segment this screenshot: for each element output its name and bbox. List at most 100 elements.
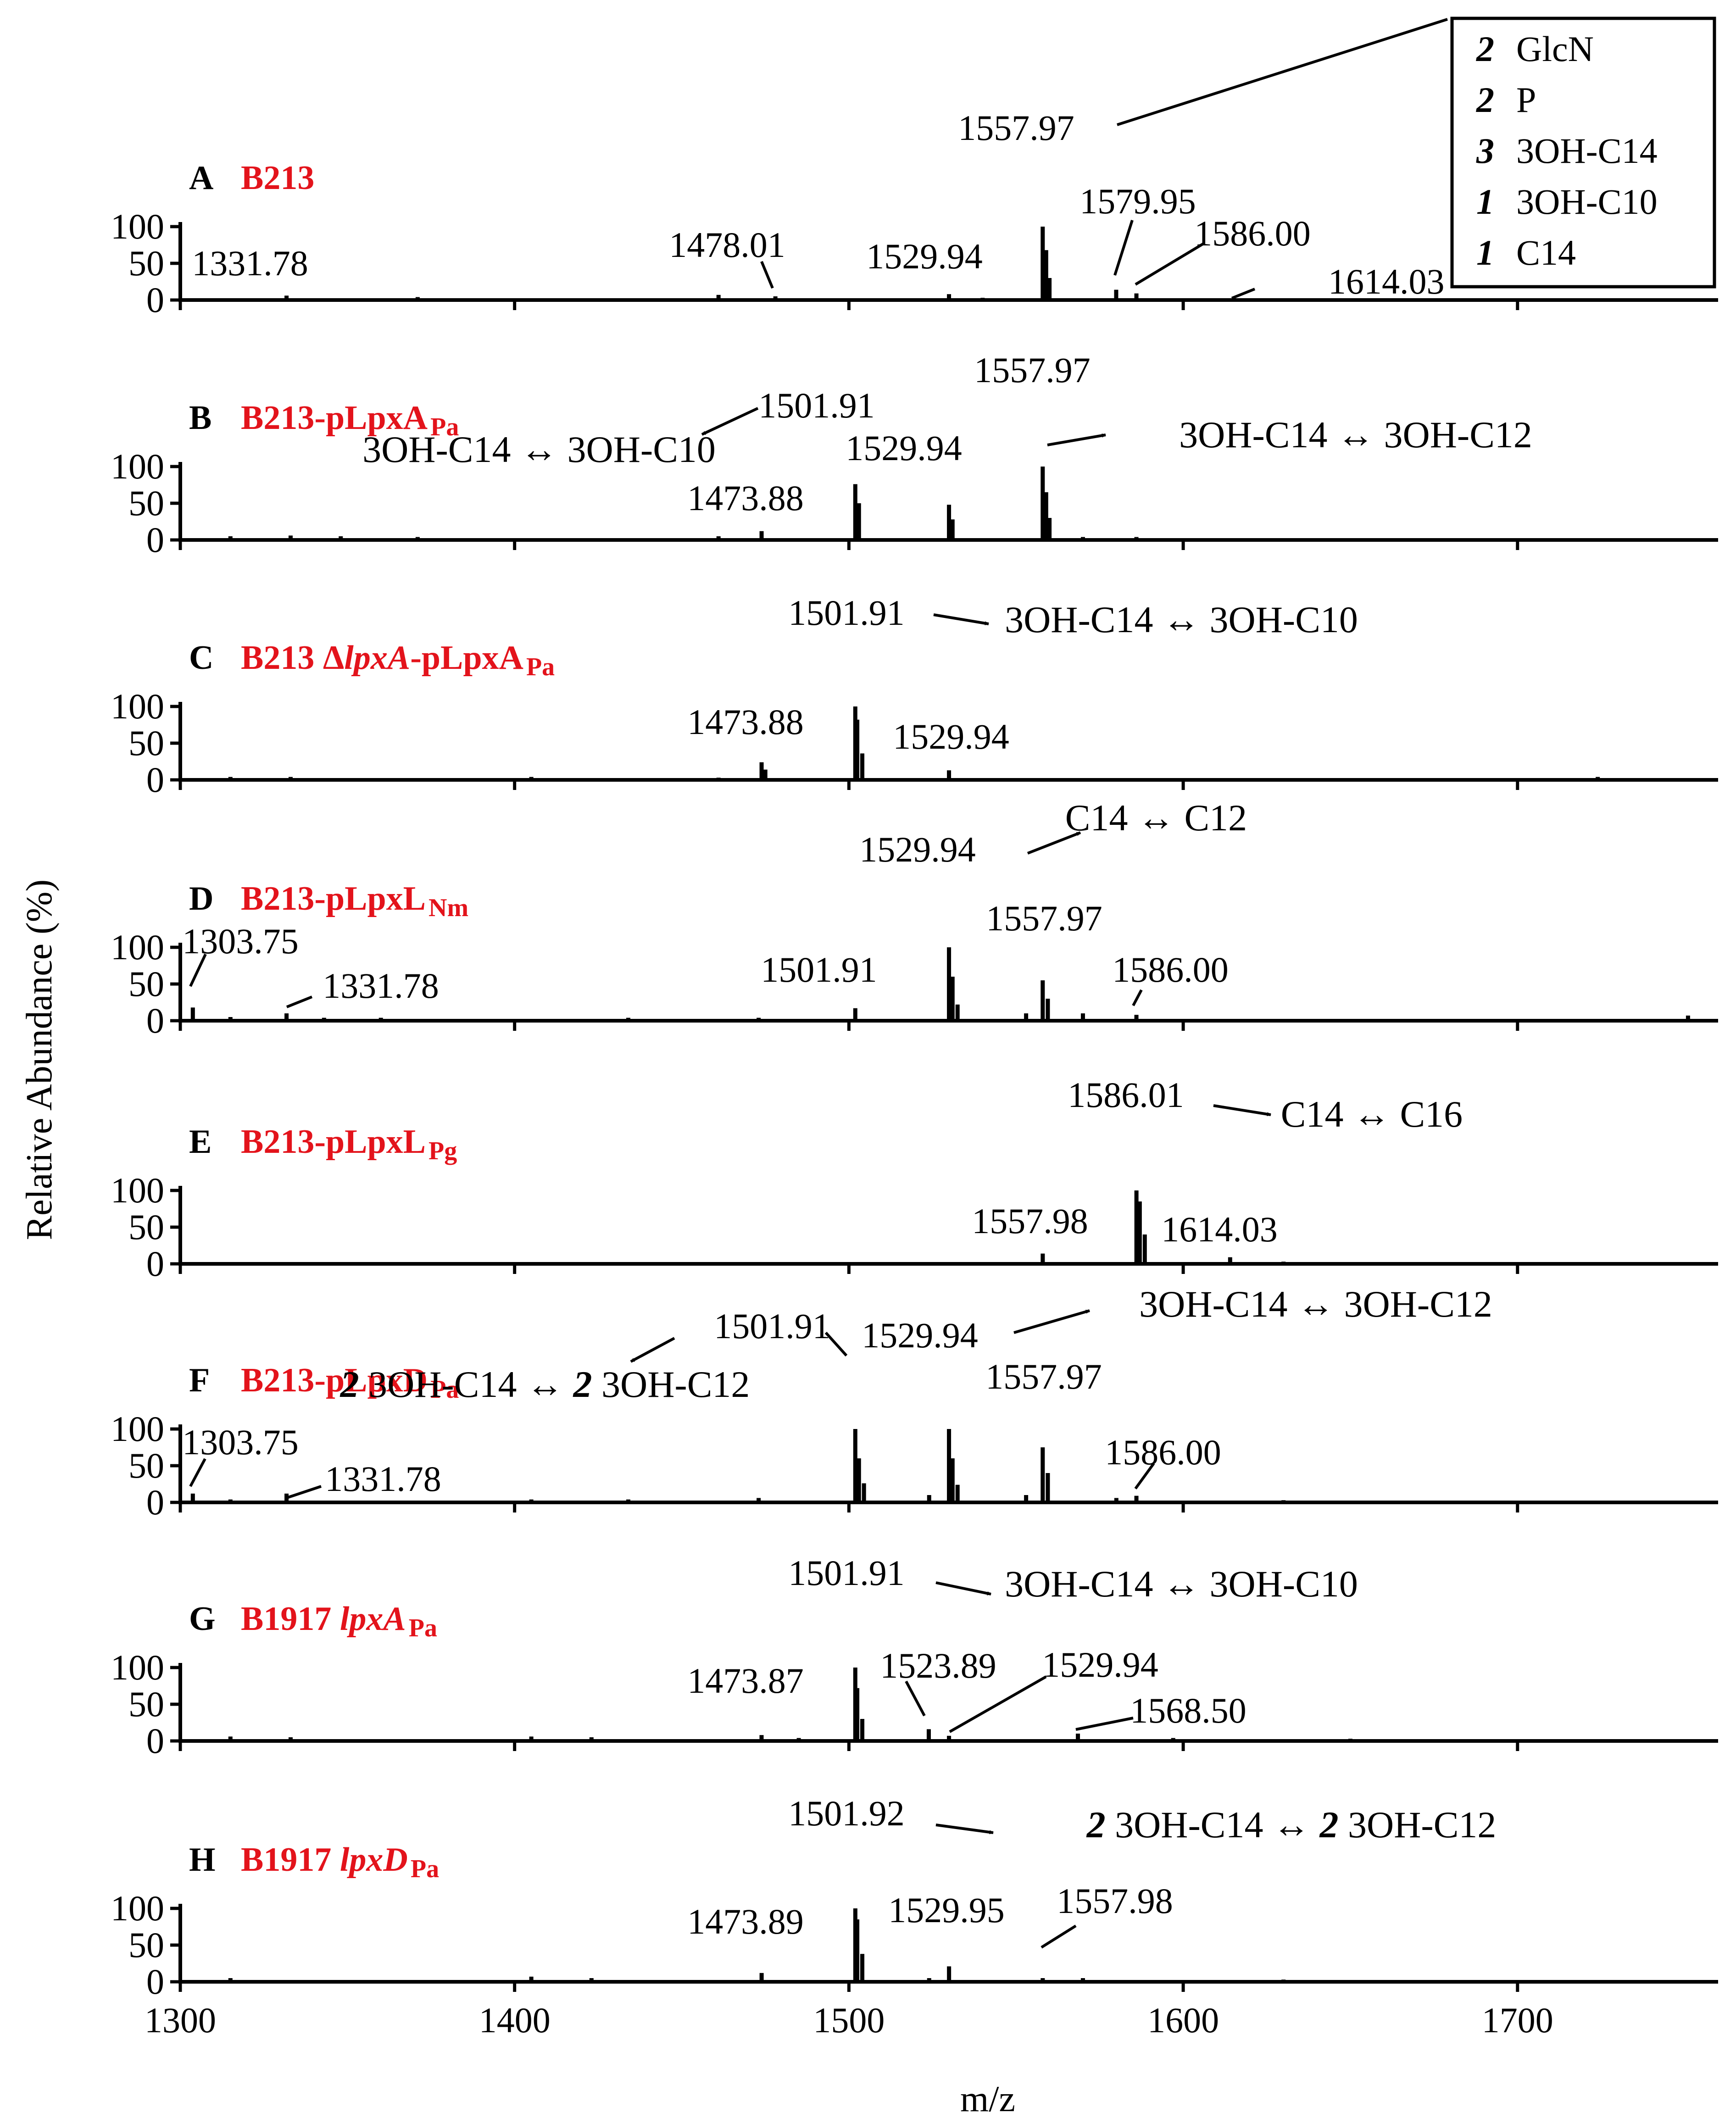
peak-label: 1331.78 [323, 966, 439, 1006]
peak-label: 1614.03 [1161, 1209, 1278, 1249]
legend-label: 3OH-C10 [1516, 182, 1658, 222]
peak-leader-line [824, 1331, 848, 1357]
peak-leader-line [1117, 18, 1448, 126]
substitution-annotation: 3OH-C14 ↔ 3OH-C10 [1005, 599, 1358, 640]
peak-label: 1529.94 [893, 717, 1009, 756]
annotation-arrow [1047, 433, 1106, 446]
peak-label: 1501.91 [714, 1306, 830, 1346]
peak-leader-line [286, 1485, 322, 1499]
peak-leader-line [1040, 1924, 1077, 1949]
y-tick-label: 50 [128, 1446, 164, 1485]
peak-label: 1501.91 [788, 593, 905, 633]
peak-label: 1586.00 [1112, 950, 1229, 990]
peak-label: 1586.00 [1194, 213, 1311, 253]
peak-label: 1303.75 [182, 921, 299, 961]
peak-label: 1501.91 [788, 1553, 905, 1593]
annotation-arrow [1013, 1309, 1090, 1334]
legend-frame [1450, 17, 1716, 289]
substitution-annotation: 3OH-C14 ↔ 3OH-C12 [1139, 1283, 1492, 1325]
y-tick-label: 100 [111, 686, 164, 726]
peak-leader-line [1134, 1462, 1155, 1490]
y-tick-label: 100 [111, 446, 164, 486]
y-tick-label: 100 [111, 927, 164, 967]
panel-strain-name: B213-pLpxD Pa [241, 1362, 459, 1404]
substitution-annotation: 2 3OH-C14 ↔ 2 3OH-C12 [340, 1363, 750, 1405]
panel-strain-name: B213 [241, 159, 314, 197]
x-tick-label: 1700 [1482, 2000, 1553, 2040]
peak-leader-line [949, 1675, 1047, 1733]
peak-label: 1529.94 [866, 236, 983, 276]
panel-letter: B [189, 399, 211, 437]
peak-label: 1614.03 [1328, 261, 1445, 301]
legend-count: 1 [1476, 233, 1494, 272]
legend-label: GlcN [1516, 29, 1594, 69]
y-tick-label: 50 [128, 723, 164, 763]
peak-label: 1586.01 [1068, 1075, 1184, 1115]
y-tick-label: 0 [146, 1482, 164, 1522]
panel-letter: H [189, 1841, 216, 1879]
panel-strain-name: B213-pLpxL Pg [241, 1123, 457, 1165]
annotation-arrow [1027, 831, 1081, 855]
panel-strain-name: B1917 lpxD Pa [241, 1841, 439, 1883]
peak-label: 1557.97 [958, 108, 1074, 148]
y-tick-label: 0 [146, 280, 164, 320]
peak-label: 1586.00 [1105, 1432, 1221, 1472]
peak-label: 1331.78 [192, 243, 308, 283]
peak-label: 1473.89 [687, 1902, 804, 1941]
panel-letter: A [189, 159, 213, 197]
substitution-annotation: 3OH-C14 ↔ 3OH-C12 [1179, 414, 1532, 456]
peak-label: 1529.94 [859, 829, 976, 869]
y-tick-label: 50 [128, 1684, 164, 1724]
legend-label: C14 [1516, 233, 1576, 272]
legend-count: 3 [1476, 131, 1494, 171]
y-tick-label: 100 [111, 1647, 164, 1687]
legend-label: P [1516, 80, 1536, 120]
panel-letter: D [189, 880, 213, 917]
substitution-annotation: 3OH-C14 ↔ 3OH-C10 [1005, 1563, 1358, 1605]
substitution-annotation: C14 ↔ C16 [1281, 1093, 1463, 1135]
legend-count: 2 [1476, 29, 1494, 69]
y-tick-label: 50 [128, 243, 164, 283]
y-tick-label: 100 [111, 1888, 164, 1928]
panel-letter: C [189, 639, 213, 677]
peak-label: 1303.75 [182, 1422, 299, 1462]
y-tick-label: 0 [146, 760, 164, 800]
peak-label: 1557.98 [1057, 1881, 1173, 1921]
peak-leader-line [286, 995, 313, 1008]
panel-letter: G [189, 1600, 216, 1638]
peak-label: 1501.91 [758, 385, 875, 425]
annotation-arrow [630, 1337, 675, 1363]
peak-leader-line [905, 1680, 926, 1717]
y-tick-label: 100 [111, 1170, 164, 1210]
y-tick-label: 50 [128, 483, 164, 523]
y-tick-label: 100 [111, 206, 164, 246]
annotation-arrow [701, 407, 759, 436]
x-tick-label: 1600 [1147, 2000, 1219, 2040]
substitution-annotation: C14 ↔ C12 [1065, 797, 1247, 839]
y-tick-label: 0 [146, 1962, 164, 2002]
peak-label: 1557.97 [985, 1357, 1102, 1396]
peak-leader-line [1231, 288, 1256, 300]
peak-label: 1557.97 [986, 898, 1102, 938]
peak-leader-line [1075, 1717, 1134, 1731]
panel-strain-name: B213-pLpxA Pa [241, 399, 459, 441]
substitution-annotation: 2 3OH-C14 ↔ 2 3OH-C12 [1086, 1804, 1497, 1846]
x-tick-label: 1300 [145, 2000, 216, 2040]
peak-label: 1501.91 [761, 950, 877, 990]
peak-leader-line [1135, 242, 1205, 286]
peak-label: 1529.94 [846, 428, 962, 468]
annotation-arrow [933, 613, 989, 626]
peak-leader-line [189, 1458, 206, 1487]
peak-leader-line [760, 261, 774, 289]
peak-label: 1579.95 [1079, 181, 1196, 221]
peak-label: 1501.92 [788, 1793, 905, 1833]
annotation-arrow [1213, 1104, 1271, 1117]
y-tick-label: 50 [128, 964, 164, 1004]
annotation-arrow [935, 1581, 991, 1596]
